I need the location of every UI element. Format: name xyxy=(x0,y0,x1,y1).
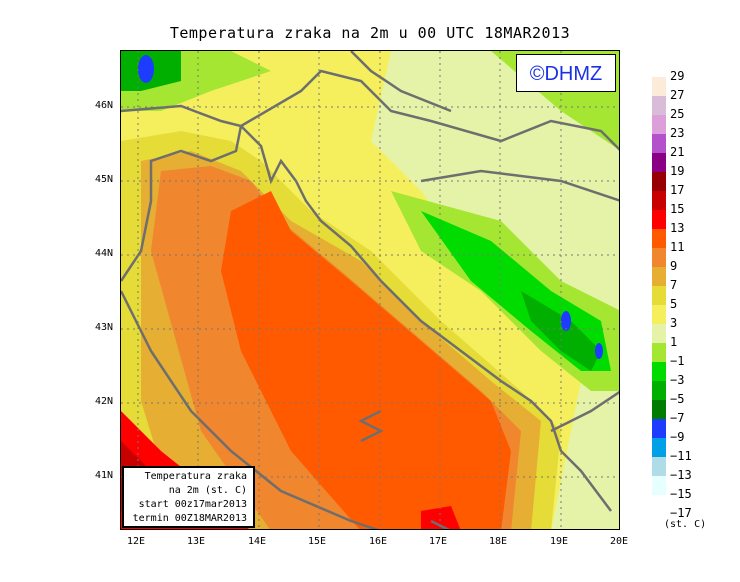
map-title: Temperatura zraka na 2m u 00 UTC 18MAR20… xyxy=(169,24,571,42)
legend-label: 27 xyxy=(670,88,685,102)
info-line: start 00z17mar2013 xyxy=(138,499,247,510)
legend-label: −11 xyxy=(670,449,692,463)
lon-tick: 20E xyxy=(610,536,629,547)
legend-label: 17 xyxy=(670,183,685,197)
legend-swatch xyxy=(652,210,666,229)
legend-swatch xyxy=(652,153,666,172)
legend-swatch xyxy=(652,115,666,134)
legend-label: −13 xyxy=(670,468,692,482)
info-box: Temperatura zraka na 2m (st. C) start 00… xyxy=(122,466,255,528)
lat-tick: 43N xyxy=(95,322,114,333)
legend-swatch xyxy=(652,191,666,210)
lon-tick: 16E xyxy=(369,536,388,547)
legend-swatch xyxy=(652,438,666,457)
legend-label: 21 xyxy=(670,145,685,159)
legend-swatch xyxy=(652,172,666,191)
temperature-map xyxy=(120,50,620,530)
legend-label: 29 xyxy=(670,69,685,83)
legend-label: 15 xyxy=(670,202,685,216)
info-line: Temperatura zraka xyxy=(144,471,247,482)
legend-swatch xyxy=(652,248,666,267)
legend-swatch xyxy=(652,286,666,305)
legend-label: −15 xyxy=(670,487,692,501)
lat-tick: 44N xyxy=(95,248,114,259)
legend-label: 9 xyxy=(670,259,678,273)
legend-label: 25 xyxy=(670,107,685,121)
legend-swatch xyxy=(652,457,666,476)
legend-swatch xyxy=(652,343,666,362)
legend-label: 5 xyxy=(670,297,678,311)
legend-label: −5 xyxy=(670,392,685,406)
lon-tick: 15E xyxy=(308,536,327,547)
legend-swatch xyxy=(652,96,666,115)
lat-tick: 41N xyxy=(95,470,114,481)
legend-label: 19 xyxy=(670,164,685,178)
legend-label: 1 xyxy=(670,335,678,349)
legend-label: −1 xyxy=(670,354,685,368)
legend-label: −3 xyxy=(670,373,685,387)
legend-label: 3 xyxy=(670,316,678,330)
lat-tick: 42N xyxy=(95,396,114,407)
legend-label: 13 xyxy=(670,221,685,235)
lon-tick: 13E xyxy=(187,536,206,547)
legend-swatch xyxy=(652,476,666,495)
lon-tick: 14E xyxy=(248,536,267,547)
lon-tick: 12E xyxy=(127,536,146,547)
dhmz-logo: ©DHMZ xyxy=(516,54,616,92)
legend-label: −7 xyxy=(670,411,685,425)
info-line: termin 00Z18MAR2013 xyxy=(132,513,247,524)
lat-tick: 46N xyxy=(95,100,114,111)
legend-unit: (st. C) xyxy=(664,519,707,530)
legend-swatch xyxy=(652,267,666,286)
legend-swatch xyxy=(652,229,666,248)
legend-label: 23 xyxy=(670,126,685,140)
legend-swatch xyxy=(652,134,666,153)
lon-tick: 19E xyxy=(550,536,569,547)
legend-swatch xyxy=(652,324,666,343)
lon-tick: 17E xyxy=(429,536,448,547)
legend-swatch xyxy=(652,362,666,381)
info-line: na 2m (st. C) xyxy=(168,485,247,496)
lat-tick: 45N xyxy=(95,174,114,185)
legend-swatch xyxy=(652,419,666,438)
legend-swatch xyxy=(652,305,666,324)
legend-swatch xyxy=(652,77,666,96)
legend-label: 11 xyxy=(670,240,685,254)
legend-label: −17 xyxy=(670,506,692,520)
legend-label: −9 xyxy=(670,430,685,444)
lon-tick: 18E xyxy=(489,536,508,547)
legend-swatch xyxy=(652,381,666,400)
legend-swatch xyxy=(652,400,666,419)
legend-label: 7 xyxy=(670,278,678,292)
